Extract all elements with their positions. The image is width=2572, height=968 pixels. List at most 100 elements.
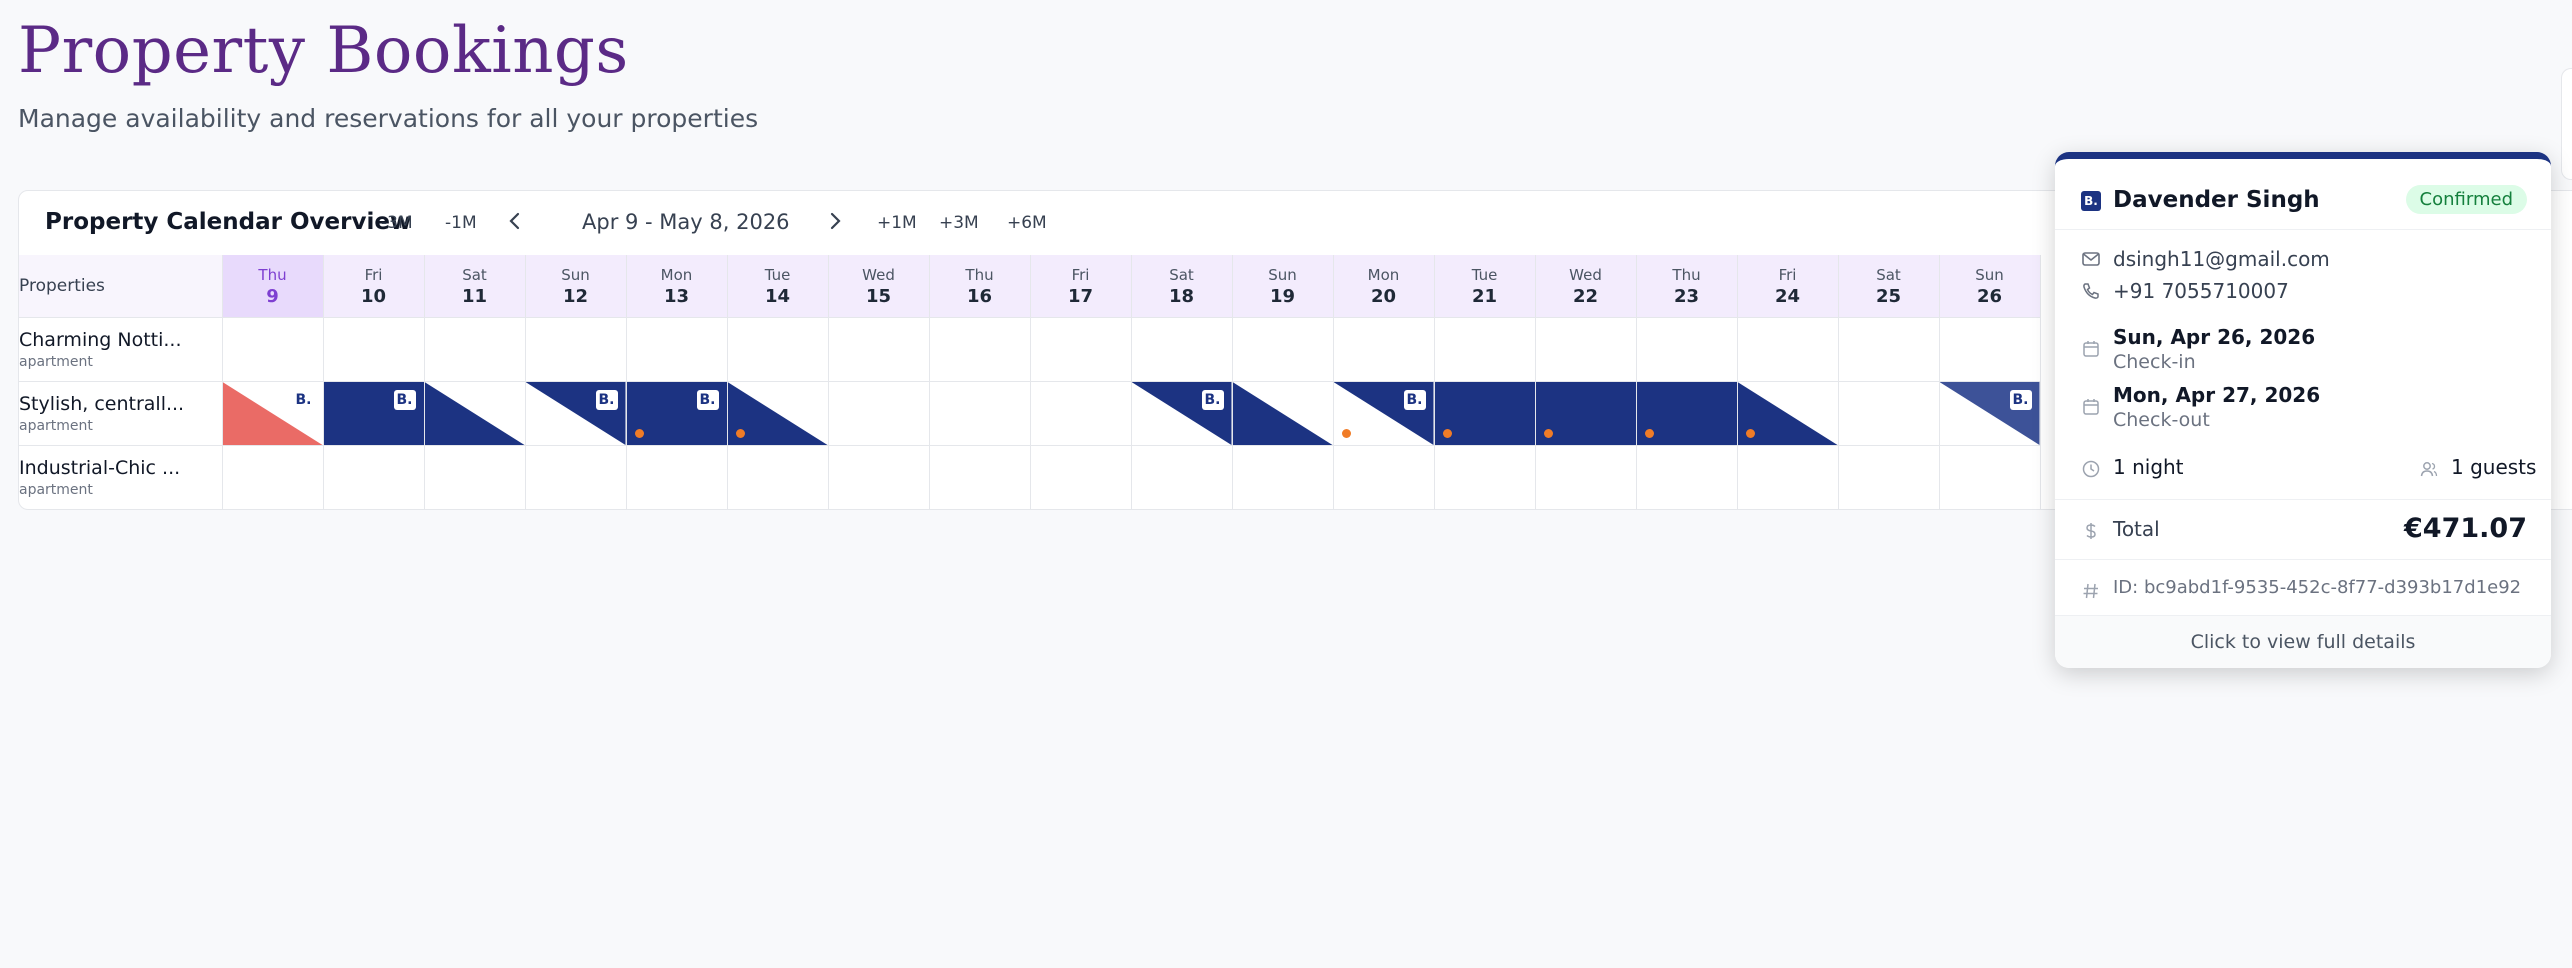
- calendar-cell[interactable]: [1131, 445, 1233, 509]
- calendar-cell[interactable]: [626, 445, 728, 509]
- guest-phone[interactable]: +91 7055710007: [2113, 279, 2289, 303]
- day-header: Mon 20: [1333, 255, 1435, 318]
- calendar-cell[interactable]: [1636, 445, 1738, 509]
- properties-header: Properties: [19, 255, 223, 318]
- calendar-title: Property Calendar Overview: [45, 209, 412, 235]
- day-number: 25: [1875, 285, 1902, 307]
- calendar-cell[interactable]: [1232, 445, 1334, 509]
- calendar-cell[interactable]: [1939, 317, 2041, 382]
- day-number: 18: [1168, 285, 1195, 307]
- view-details-link[interactable]: Click to view full details: [2055, 615, 2551, 668]
- day-number: 10: [360, 285, 387, 307]
- status-dot: [1745, 429, 1755, 438]
- calendar-cell[interactable]: [1939, 445, 2041, 509]
- calendar-cell[interactable]: [1232, 317, 1334, 382]
- property-cell[interactable]: Charming Notti... apartment: [19, 317, 223, 382]
- calendar-cell[interactable]: [323, 445, 425, 509]
- booking-block[interactable]: [424, 382, 525, 445]
- day-header: Fri 10: [323, 255, 425, 318]
- calendar-cell[interactable]: [1535, 317, 1637, 382]
- hash-icon: [2083, 583, 2098, 599]
- calendar-cell[interactable]: B.: [1131, 381, 1233, 446]
- booking-com-logo: B.: [292, 390, 315, 410]
- day-name: Thu: [965, 265, 994, 284]
- property-cell[interactable]: Industrial-Chic ... apartment: [19, 445, 223, 509]
- date-range-label: Apr 9 - May 8, 2026: [582, 210, 790, 234]
- calendar-cell[interactable]: B.: [222, 381, 324, 446]
- calendar-cell[interactable]: [424, 381, 526, 446]
- calendar-cell[interactable]: [1737, 317, 1839, 382]
- day-number: 12: [562, 285, 589, 307]
- property-name: Industrial-Chic ...: [19, 457, 181, 479]
- calendar-cell[interactable]: [1434, 317, 1536, 382]
- checkin-date: Sun, Apr 26, 2026: [2113, 325, 2316, 349]
- forward-3-months-button[interactable]: +3M: [939, 213, 979, 233]
- calendar-cell[interactable]: [1030, 445, 1132, 509]
- checkin-label: Check-in: [2113, 351, 2196, 373]
- calendar-cell[interactable]: [828, 317, 930, 382]
- calendar-cell[interactable]: [424, 445, 526, 509]
- calendar-cell[interactable]: [323, 317, 425, 382]
- calendar-cell[interactable]: [727, 445, 829, 509]
- calendar-cell[interactable]: [525, 317, 627, 382]
- calendar-cell[interactable]: B.: [525, 381, 627, 446]
- calendar-cell[interactable]: [929, 317, 1031, 382]
- calendar-cell[interactable]: [1333, 317, 1435, 382]
- calendar-cell[interactable]: B.: [1333, 381, 1435, 446]
- calendar-cell[interactable]: [1030, 381, 1132, 446]
- calendar-cell[interactable]: [1333, 445, 1435, 509]
- calendar-cell[interactable]: [424, 317, 526, 382]
- calendar-cell[interactable]: [222, 317, 324, 382]
- day-number: 13: [663, 285, 690, 307]
- checkout-label: Check-out: [2113, 409, 2210, 431]
- calendar-cell[interactable]: B.: [323, 381, 425, 446]
- calendar-cell[interactable]: [222, 445, 324, 509]
- calendar-cell[interactable]: [1636, 317, 1738, 382]
- day-number: 17: [1067, 285, 1094, 307]
- day-header: Thu 23: [1636, 255, 1738, 318]
- calendar-cell[interactable]: [828, 445, 930, 509]
- calendar-cell[interactable]: [1636, 381, 1738, 446]
- guest-email[interactable]: dsingh11@gmail.com: [2113, 247, 2330, 271]
- calendar-cell[interactable]: [929, 381, 1031, 446]
- calendar-cell[interactable]: [1838, 317, 1940, 382]
- forward-6-months-button[interactable]: +6M: [1007, 213, 1047, 233]
- day-header: Sat 18: [1131, 255, 1233, 318]
- calendar-cell[interactable]: [626, 317, 728, 382]
- property-cell[interactable]: Stylish, centrall... apartment: [19, 381, 223, 446]
- calendar-cell[interactable]: [1131, 317, 1233, 382]
- day-number: 20: [1370, 285, 1397, 307]
- day-name: Mon: [1367, 265, 1400, 284]
- calendar-cell[interactable]: [1030, 317, 1132, 382]
- calendar-cell[interactable]: [1535, 381, 1637, 446]
- back-1-month-button[interactable]: -1M: [445, 213, 477, 233]
- calendar-cell[interactable]: [1737, 445, 1839, 509]
- status-dot: [1543, 429, 1553, 438]
- day-name: Fri: [1778, 265, 1797, 284]
- back-3-months-button[interactable]: -3M: [381, 213, 413, 233]
- calendar-cell[interactable]: [1434, 445, 1536, 509]
- calendar-cell[interactable]: [929, 445, 1031, 509]
- chevron-left-icon[interactable]: [501, 206, 529, 236]
- calendar-cell[interactable]: [727, 381, 829, 446]
- calendar-cell[interactable]: [1838, 445, 1940, 509]
- booking-block[interactable]: [1232, 382, 1333, 445]
- day-number: 11: [461, 285, 488, 307]
- calendar-cell[interactable]: [1838, 381, 1940, 446]
- booking-popup[interactable]: B. Davender Singh Confirmed dsingh11@gma…: [2055, 152, 2551, 668]
- calendar-cell[interactable]: [727, 317, 829, 382]
- calendar-cell[interactable]: [1232, 381, 1334, 446]
- calendar-cell[interactable]: [525, 445, 627, 509]
- status-badge: Confirmed: [2405, 185, 2527, 214]
- day-header: Sat 25: [1838, 255, 1940, 318]
- day-name: Sat: [1169, 265, 1194, 284]
- calendar-cell[interactable]: [1434, 381, 1536, 446]
- forward-1-month-button[interactable]: +1M: [877, 213, 917, 233]
- calendar-cell[interactable]: B.: [626, 381, 728, 446]
- users-icon: [2420, 462, 2438, 477]
- calendar-cell[interactable]: [1737, 381, 1839, 446]
- calendar-cell[interactable]: [1535, 445, 1637, 509]
- chevron-right-icon[interactable]: [821, 206, 849, 236]
- calendar-cell[interactable]: B.: [1939, 381, 2041, 446]
- calendar-cell[interactable]: [828, 381, 930, 446]
